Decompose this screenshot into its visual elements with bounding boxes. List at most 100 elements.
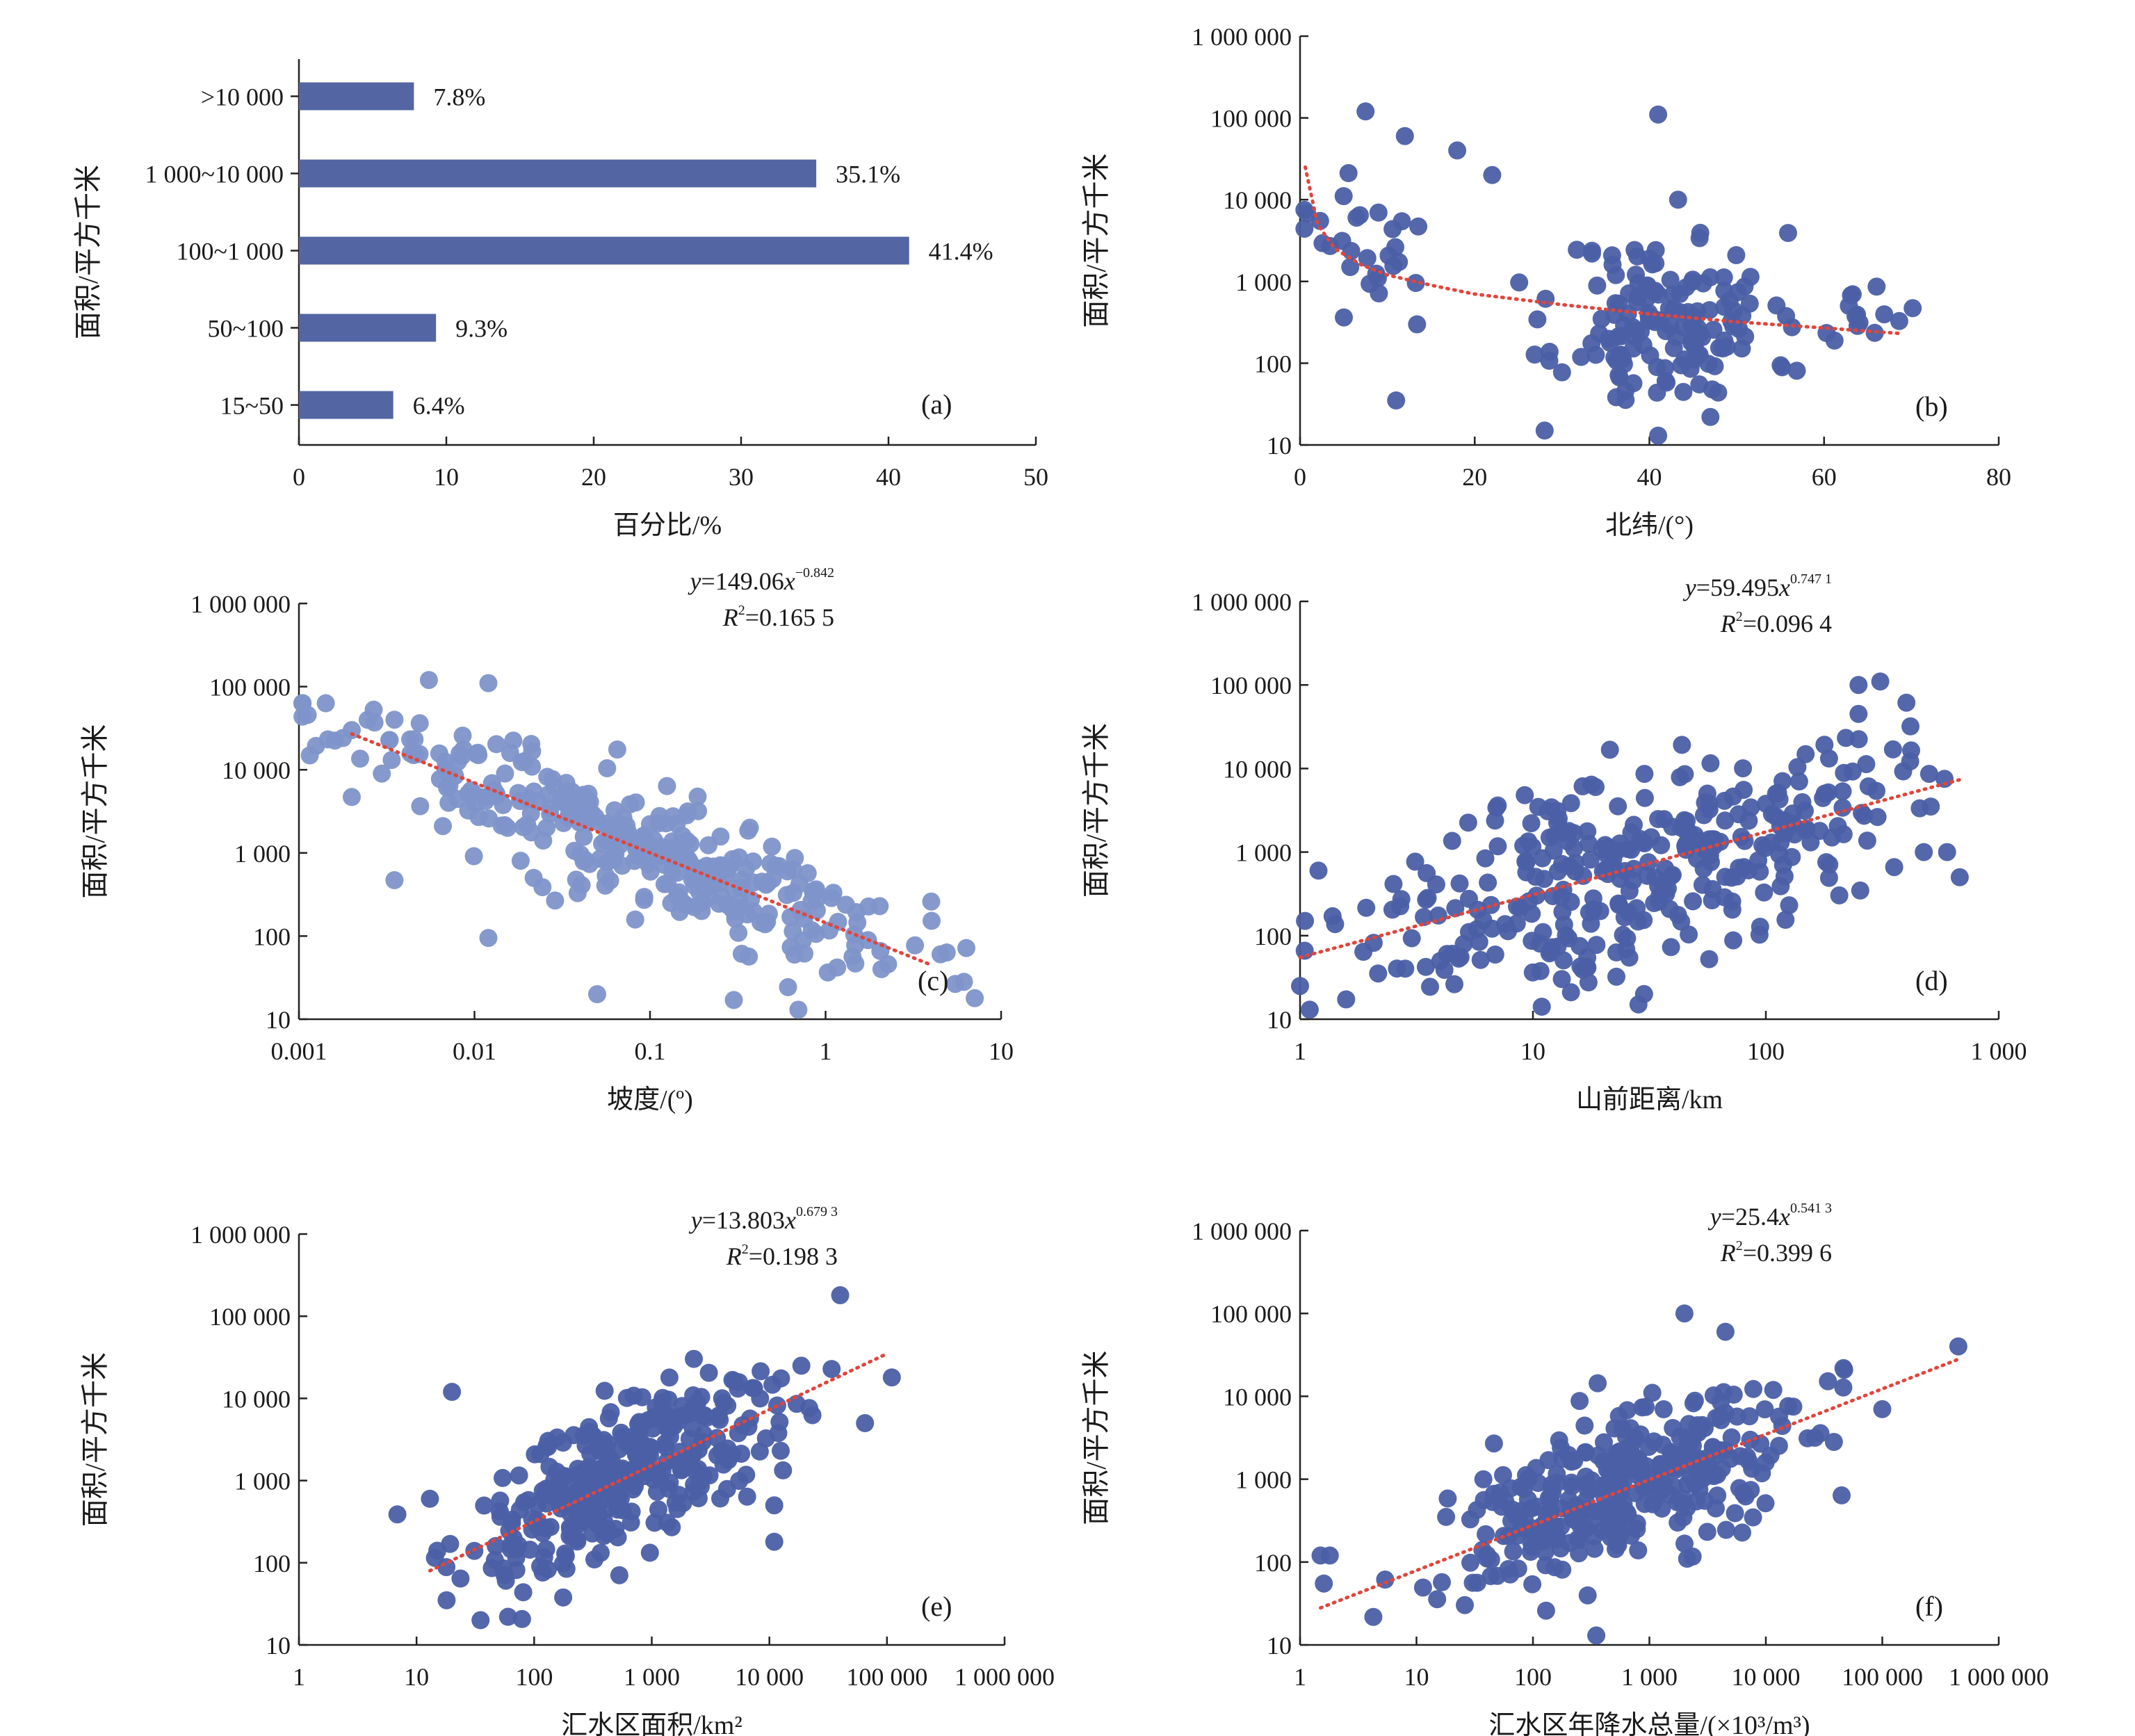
data-point bbox=[729, 1373, 748, 1392]
data-point bbox=[1731, 1447, 1749, 1466]
data-point bbox=[765, 1496, 784, 1515]
data-point bbox=[1649, 426, 1668, 445]
data-point bbox=[1819, 868, 1838, 887]
data-point bbox=[1709, 383, 1728, 402]
data-point bbox=[1890, 311, 1908, 330]
x-tick-label: 40 bbox=[876, 463, 901, 491]
data-point bbox=[1572, 348, 1591, 366]
data-point bbox=[1756, 1494, 1775, 1513]
data-point bbox=[388, 1505, 407, 1524]
x-tick-label: 30 bbox=[729, 463, 754, 491]
data-point bbox=[1690, 375, 1709, 394]
x-tick-label: 1 bbox=[1294, 1663, 1306, 1691]
data-point bbox=[1688, 1416, 1707, 1434]
data-point bbox=[1594, 1500, 1613, 1518]
data-point bbox=[1656, 372, 1675, 390]
x-tick-label: 10 bbox=[404, 1663, 429, 1691]
data-point bbox=[1730, 320, 1748, 339]
x-axis-title: 汇水区年降水总量/(×10³/m³) bbox=[1488, 1711, 1810, 1736]
data-point bbox=[1337, 990, 1356, 1009]
data-point bbox=[1511, 898, 1529, 917]
data-point bbox=[739, 821, 758, 840]
data-point bbox=[576, 850, 595, 869]
data-point bbox=[1443, 944, 1461, 963]
data-point bbox=[453, 727, 472, 745]
y-tick-label: 100 000 bbox=[209, 674, 291, 701]
data-point bbox=[469, 743, 487, 762]
data-point bbox=[411, 797, 430, 816]
data-point bbox=[1361, 275, 1379, 293]
y-tick-label: 100 bbox=[1254, 923, 1292, 950]
data-point bbox=[1443, 832, 1461, 850]
data-point bbox=[1581, 850, 1600, 869]
data-point bbox=[1740, 1407, 1759, 1426]
data-point bbox=[1320, 1546, 1339, 1565]
data-point bbox=[1562, 1477, 1581, 1495]
data-point bbox=[496, 764, 514, 783]
y-tick-label: 1 000 bbox=[1235, 268, 1292, 296]
r-squared-text: R2=0.399 6 bbox=[1720, 1238, 1832, 1267]
bar bbox=[299, 236, 909, 265]
data-point bbox=[766, 857, 785, 875]
data-point bbox=[451, 1569, 470, 1588]
data-point bbox=[1602, 246, 1621, 265]
data-point bbox=[1548, 937, 1567, 956]
data-point bbox=[1687, 1492, 1705, 1511]
data-point bbox=[1665, 1477, 1684, 1496]
r-squared-text: R2=0.198 3 bbox=[726, 1242, 838, 1270]
x-tick-label: 20 bbox=[1462, 463, 1487, 491]
data-point bbox=[1323, 907, 1342, 925]
data-point bbox=[1577, 1475, 1596, 1493]
data-point bbox=[1592, 1478, 1611, 1497]
data-point bbox=[1629, 1541, 1648, 1559]
data-point bbox=[1578, 1586, 1597, 1605]
data-point bbox=[798, 864, 817, 882]
data-point bbox=[380, 731, 399, 749]
data-point bbox=[1819, 1372, 1837, 1390]
data-point bbox=[1648, 358, 1666, 376]
data-point bbox=[1541, 1502, 1560, 1521]
y-axis-title: 面积/平方千米 bbox=[72, 165, 104, 339]
data-point bbox=[683, 1400, 701, 1418]
data-point bbox=[822, 1360, 841, 1379]
data-point bbox=[730, 1472, 749, 1490]
x-axis-title: 坡度/(º) bbox=[607, 1085, 693, 1114]
x-tick-label: 50 bbox=[1023, 463, 1048, 491]
data-point bbox=[792, 1356, 811, 1375]
data-point bbox=[1463, 1573, 1482, 1592]
data-point bbox=[581, 1501, 599, 1520]
data-point bbox=[1919, 765, 1938, 784]
data-point bbox=[784, 922, 802, 941]
data-point bbox=[1612, 1523, 1630, 1542]
data-point bbox=[401, 730, 419, 749]
data-point bbox=[1552, 970, 1571, 989]
data-point bbox=[1651, 1454, 1669, 1473]
x-tick-label: 0.01 bbox=[453, 1037, 496, 1065]
data-point bbox=[730, 893, 749, 911]
data-point bbox=[1536, 1556, 1555, 1575]
data-point bbox=[1313, 234, 1332, 252]
data-point bbox=[1635, 765, 1654, 784]
data-point bbox=[872, 960, 891, 978]
data-point bbox=[1494, 1466, 1512, 1484]
data-point bbox=[906, 936, 925, 955]
x-tick-label: 10 000 bbox=[1732, 1663, 1801, 1691]
data-point bbox=[1708, 1486, 1727, 1505]
data-point bbox=[514, 1583, 533, 1602]
data-point bbox=[859, 897, 878, 916]
data-point bbox=[1915, 843, 1933, 861]
data-point bbox=[595, 1381, 614, 1400]
data-point bbox=[1408, 315, 1427, 334]
data-point bbox=[1479, 873, 1497, 892]
y-axis-title: 面积/平方千米 bbox=[1080, 723, 1112, 898]
data-point bbox=[1459, 813, 1477, 832]
data-point bbox=[1585, 1527, 1604, 1546]
data-point bbox=[1610, 346, 1629, 364]
data-point bbox=[492, 816, 511, 835]
data-point bbox=[546, 891, 565, 910]
data-point bbox=[1643, 1384, 1662, 1402]
data-point bbox=[1600, 740, 1619, 759]
bar bbox=[299, 159, 817, 188]
data-point bbox=[1883, 740, 1902, 759]
data-point bbox=[1395, 127, 1414, 145]
